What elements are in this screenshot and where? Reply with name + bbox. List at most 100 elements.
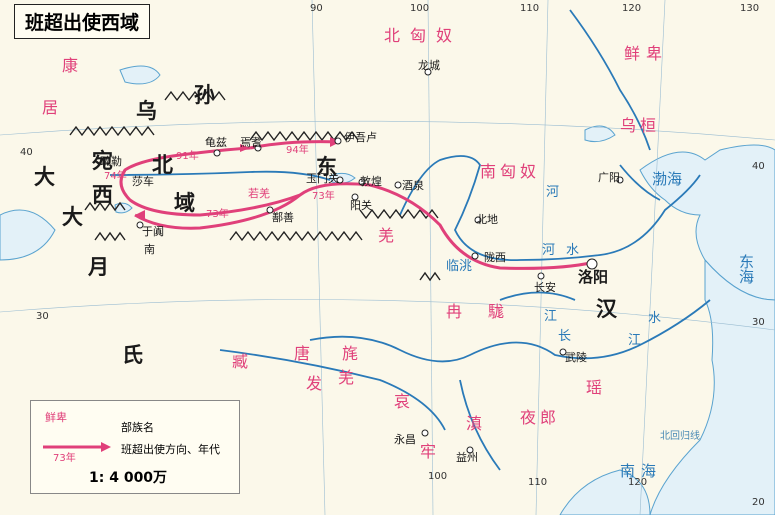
tribe-label: 牢 (420, 442, 437, 461)
region-label: 居 (42, 98, 59, 117)
river-label: 水 (566, 243, 580, 258)
city-label: 武陵 (565, 351, 587, 364)
region-label: 大 (62, 204, 83, 229)
city-label: 疏勒 (100, 155, 122, 168)
route-main-west (119, 146, 596, 270)
map-title: 班超出使西域 (14, 4, 151, 39)
region-label: 大 (34, 164, 55, 189)
legend-tribe-sample: 鲜卑 (45, 411, 67, 424)
grid-label: 30 (36, 311, 49, 322)
region-label: 乌 (136, 98, 157, 123)
tribe-label: 冉 (446, 302, 463, 321)
tribe-label: 旄 (342, 344, 359, 363)
tribe-label: 南匈奴 (480, 162, 541, 181)
southwest-river-1 (219, 349, 446, 431)
tribe-label: 羌 (338, 368, 355, 387)
grid-label: 100 (428, 471, 448, 482)
tribe-label: 臧 (232, 352, 249, 371)
river-label: 临洮 (446, 259, 473, 274)
west-sea (0, 209, 56, 261)
city-label: 酒泉 (402, 179, 424, 192)
city-label-capital: 洛阳 (578, 268, 609, 286)
sea-label: 南海 (620, 462, 663, 480)
mountains (69, 90, 441, 282)
northeast-river (569, 9, 651, 151)
city-label: 龟兹 (205, 136, 227, 149)
tribe-label: 滇 (466, 414, 483, 433)
lake-1 (119, 65, 161, 85)
grid-label: 90 (310, 3, 323, 14)
year-label: 94年 (286, 145, 309, 156)
legend-route-arrow (43, 442, 111, 452)
region-label: 孙 (194, 82, 215, 107)
city-label: 玉门关 (306, 172, 339, 185)
region-label: 域 (174, 190, 195, 215)
river-label: 水 (648, 311, 662, 326)
tribe-label: 发 (306, 374, 323, 393)
region-label: 东 (316, 154, 337, 179)
legend-tribe-desc: 部族名 (121, 421, 154, 434)
year-label: 74年 (104, 171, 127, 182)
region-label: 月 (88, 254, 109, 279)
region-label: 汉 (596, 296, 617, 321)
region-label: 氏 (122, 342, 143, 367)
tribe-label: 乌桓 (620, 116, 661, 135)
grid-label: 20 (752, 497, 765, 508)
city-label: 鄯善 (272, 211, 294, 224)
tropic-label: 北回归线 (660, 431, 700, 442)
city-label: 陇西 (484, 251, 506, 264)
city-label: 于阗 (142, 225, 164, 238)
river-label: 河 (546, 185, 560, 200)
grid-label: 30 (752, 317, 765, 328)
city-label: 若羌 (248, 187, 270, 200)
grid-label: 40 (752, 161, 765, 172)
south-sea (559, 469, 651, 515)
year-label: 73年 (312, 191, 335, 202)
tribe-label: 瑶 (586, 378, 603, 397)
legend-route-year: 73年 (53, 453, 76, 464)
sea-label: 渤海 (652, 170, 683, 188)
grid-label: 100 (410, 3, 430, 14)
yellow-river (399, 155, 701, 261)
region-label: 康 (62, 56, 79, 75)
tribe-label: 北匈奴 (384, 26, 463, 45)
lake-3 (584, 125, 616, 143)
city-label: 南 (144, 243, 155, 256)
river-label: 长 (558, 329, 572, 344)
city-label: 永昌 (394, 433, 416, 446)
city-label: 伊吾卢 (344, 131, 377, 144)
tribe-label: 唐 (294, 344, 311, 363)
tribe-label: 鲜卑 (624, 44, 669, 63)
city-label: 北地 (476, 213, 498, 226)
city-label: 广阳 (598, 171, 620, 184)
grid-label: 130 (740, 3, 760, 14)
city-label: 龙城 (418, 59, 440, 72)
tribe-label: 羌 (378, 226, 395, 245)
tribe-label: 哀 (394, 392, 411, 411)
river-label: 河 (542, 243, 556, 258)
grid-label: 40 (20, 147, 33, 158)
city-label: 益州 (456, 451, 478, 464)
yangtze-river (309, 299, 711, 363)
tarim-river (109, 170, 331, 181)
sea-label: 东海 (737, 254, 755, 284)
city-label: 焉耆 (240, 136, 262, 149)
liao-river (619, 164, 661, 201)
tribe-label: 夜郎 (520, 408, 561, 427)
rivers (109, 9, 711, 471)
southwest-river-2 (459, 379, 501, 471)
han-river (499, 291, 576, 301)
tribe-label: 駹 (488, 302, 505, 321)
city-label: 莎车 (132, 175, 154, 188)
city-label: 敦煌 (360, 175, 382, 188)
city-label: 长安 (534, 281, 556, 294)
legend: 鲜卑 部族名 73年 班超出使方向、年代 1: 4 000万 (30, 400, 240, 494)
river-label: 江 (628, 333, 642, 348)
year-label: 73年 (206, 209, 229, 220)
legend-route-desc: 班超出使方向、年代 (121, 443, 220, 456)
grid-label: 110 (528, 477, 548, 488)
city-markers (136, 68, 624, 454)
